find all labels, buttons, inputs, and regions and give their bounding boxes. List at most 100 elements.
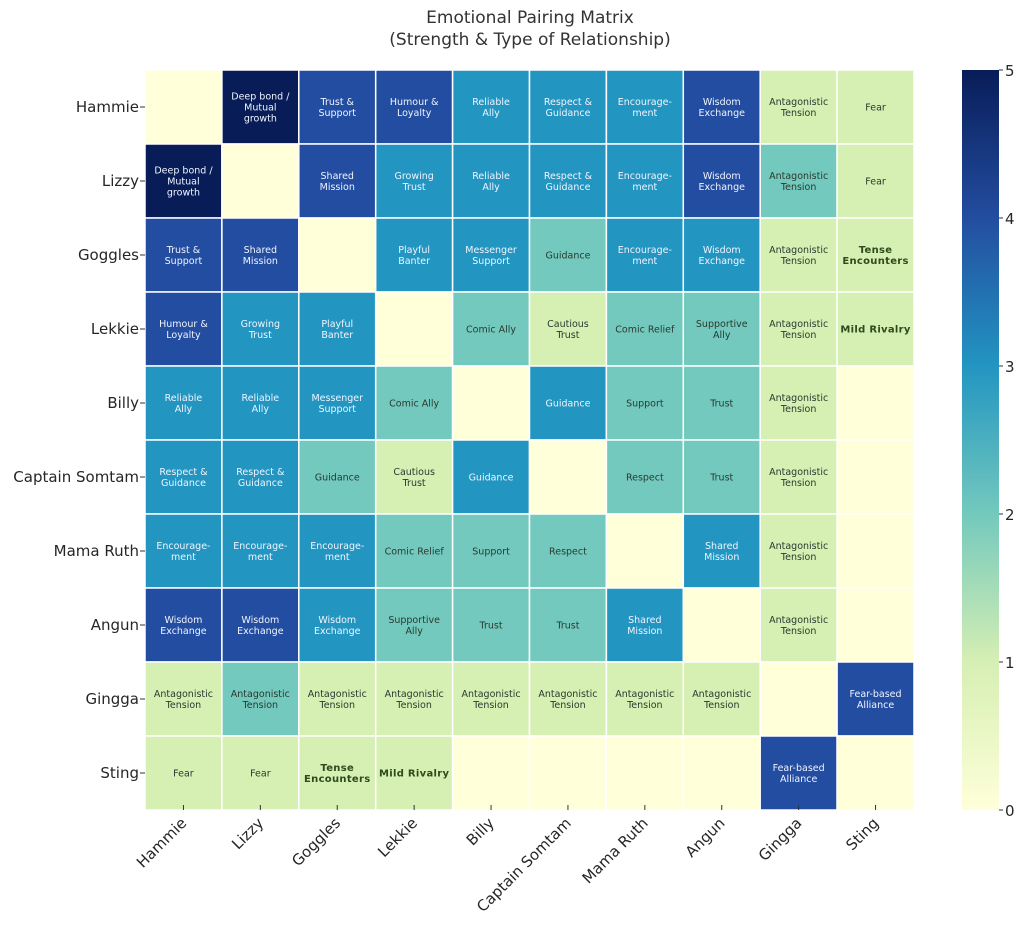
heatmap-cell [221,587,300,663]
heatmap-cell [298,513,377,589]
heatmap-cell [221,217,300,293]
cell-annotation: Respect [549,547,587,558]
heatmap-cell [298,587,377,663]
heatmap-cell [836,365,915,441]
cell-annotation: Encourage-ment [618,245,672,267]
cell-annotation: Tense Encounters [842,245,908,267]
heatmap-cell [759,439,838,515]
chart-subtitle: (Strength & Type of Relationship) [389,30,670,50]
heatmap-cell [682,661,761,737]
heatmap-cell [451,143,531,219]
cell-annotation: Antagonistic Tension [769,393,828,415]
cell-annotation: Encourage-ment [618,97,672,119]
cell-annotation: Trust [709,473,733,484]
cell-annotation: Antagonistic Tension [385,689,444,711]
cell-annotation: Fear [173,769,194,780]
cell-annotation: Antagonistic Tension [769,97,828,119]
heatmap-cell [836,69,915,145]
heatmap-cell [374,143,454,219]
chart-title: Emotional Pairing Matrix [426,8,634,28]
heatmap-cell [451,365,531,441]
cell-annotation: Antagonistic Tension [231,689,290,711]
heatmap-cell [682,735,761,811]
heatmap-cell [298,735,377,811]
cell-annotation: Antagonistic Tension [692,689,751,711]
y-tick-label: Billy [107,394,139,412]
heatmap-cell [759,291,838,367]
y-tick-label: Angun [91,616,139,634]
cell-annotation: Wisdom Exchange [237,615,284,637]
cell-annotation: Respect & Guidance [159,467,208,489]
cell-annotation: Trust & Support [165,245,203,267]
heatmap-cell [836,143,915,219]
cell-annotation: Growing Trust [241,319,280,341]
cell-annotation: Cautious Trust [393,467,435,489]
cell-annotation: Shared Mission [704,541,739,563]
cell-annotation: Playful Banter [398,245,430,267]
colorbar-tick-label: 2 [1005,506,1015,524]
heatmap-cell [836,217,915,293]
heatmap-cell [374,217,454,293]
colorbar-tick-label: 5 [1005,62,1015,80]
cell-annotation: Reliable Ally [472,171,510,193]
heatmap-cell [682,587,761,663]
cell-annotation: Growing Trust [394,171,433,193]
cell-annotation: Shared Mission [320,171,355,193]
heatmap-cell [144,69,223,145]
cell-annotation: Encourage-ment [156,541,210,563]
y-tick-label: Mama Ruth [54,542,139,560]
cell-annotation: Humour & Loyalty [159,319,208,341]
heatmap-cell [374,735,454,811]
cell-annotation: Respect & Guidance [544,171,593,193]
heatmap-cell [144,439,223,515]
cell-annotation: Comic Relief [615,325,675,336]
cell-annotation: Trust [555,621,579,632]
x-tick-label: Gingga [755,814,806,865]
cell-annotation: Guidance [315,473,360,484]
y-tick-label: Sting [100,764,139,782]
cell-annotation: Supportive Ally [696,319,748,341]
heatmap-cell [528,735,608,811]
heatmap-cell [605,217,685,293]
cell-annotation: Tense Encounters [304,763,370,785]
heatmap-cell [374,661,454,737]
y-tick-label: Gingga [85,690,139,708]
cell-annotation: Encourage-ment [618,171,672,193]
cell-annotation: Wisdom Exchange [160,615,207,637]
colorbar-tick-label: 0 [1005,802,1015,820]
heatmap-cell [836,661,915,737]
cell-annotation: Antagonistic Tension [461,689,520,711]
heatmap-cell [451,513,531,589]
heatmap-cell [221,291,300,367]
y-axis-labels: Hammie Lizzy Goggles Lekkie Billy Captain Som… [13,98,145,782]
heatmap-cell [836,439,915,515]
heatmap-cell [605,439,685,515]
cell-annotation: Fear-based Alliance [850,689,902,711]
colorbar-tick-label: 4 [1005,210,1015,228]
heatmap-cell [682,439,761,515]
cell-annotation: Respect & Guidance [236,467,285,489]
cell-annotation: Deep bond / Mutual growth [154,166,213,199]
cell-annotation: Support [472,547,510,558]
heatmap-cell [836,587,915,663]
heatmap-cell [374,587,454,663]
cell-annotation: Antagonistic Tension [769,319,828,341]
colorbar-tick-label: 1 [1005,654,1015,672]
heatmap-cell [528,439,608,515]
heatmap-cell [451,587,531,663]
y-tick-label: Hammie [76,98,139,116]
heatmap-cell [374,291,454,367]
heatmap-cell [759,69,838,145]
heatmap-cell [682,217,761,293]
cell-annotation: Mild Rivalry [840,325,911,336]
heatmap-cell [144,735,223,811]
cell-annotation: Antagonistic Tension [308,689,367,711]
cell-annotation: Messenger Support [465,245,517,267]
cell-annotation: Trust [479,621,503,632]
cell-annotation: Antagonistic Tension [769,615,828,637]
cell-annotation: Antagonistic Tension [769,171,828,193]
cell-annotation: Fear-based Alliance [773,763,825,785]
heatmap-cell [836,513,915,589]
y-tick-label: Captain Somtam [13,468,139,486]
